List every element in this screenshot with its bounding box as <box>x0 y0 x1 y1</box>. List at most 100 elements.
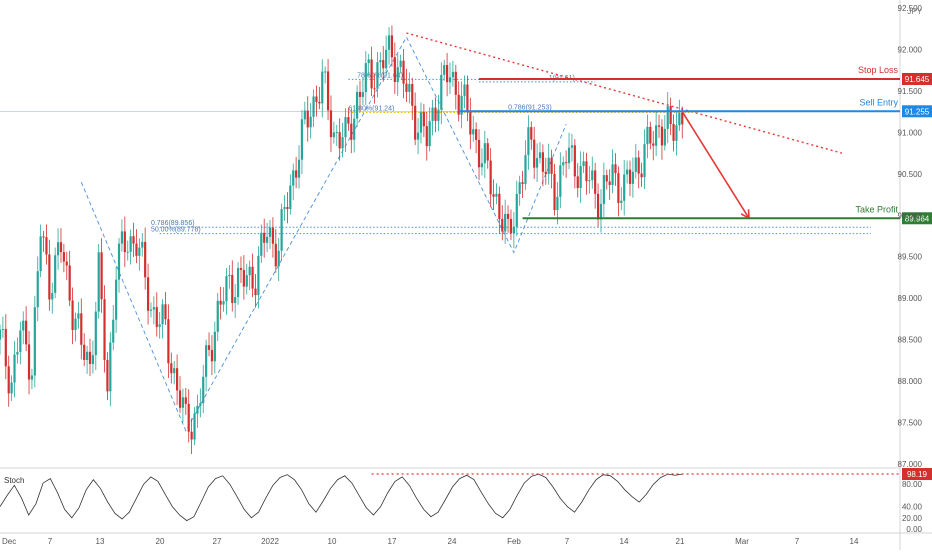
candle-body <box>146 277 150 311</box>
candle-body <box>608 181 611 185</box>
candle-body <box>103 299 106 361</box>
candle-body <box>277 250 280 267</box>
candle-body <box>62 252 65 262</box>
fib-annotation: 0.786(89.856) <box>151 220 195 227</box>
stoch-tick-label: 80.00 <box>902 480 923 489</box>
candle-body <box>675 125 678 141</box>
candle-body <box>210 349 214 362</box>
candle-body <box>74 318 77 330</box>
time-tick-label: 24 <box>448 537 457 546</box>
time-tick-label: 7 <box>565 537 570 546</box>
candle-body <box>483 143 486 164</box>
candle-body <box>141 241 144 248</box>
candle-body <box>335 132 338 134</box>
candle-body <box>550 157 553 174</box>
candle-body <box>518 182 521 194</box>
candle-body <box>390 35 394 58</box>
candle-body <box>414 105 417 140</box>
candle-body <box>123 231 126 253</box>
candle-body <box>556 196 559 211</box>
price-tick-label: 92.000 <box>898 46 923 55</box>
candle-body <box>396 67 399 83</box>
descending-trendline <box>406 32 843 154</box>
candle-body <box>506 213 510 219</box>
candle-body <box>199 403 202 406</box>
candle-body <box>196 405 199 414</box>
candle-body <box>178 390 182 408</box>
price-tick-label: 87.000 <box>898 460 923 469</box>
candle-body <box>286 207 289 210</box>
candle-body <box>341 137 344 149</box>
candle-body <box>553 173 556 211</box>
take-profit-price-tag <box>902 212 932 225</box>
candle-body <box>309 116 312 128</box>
price-tick-label: 90.500 <box>898 170 923 179</box>
candle-body <box>321 71 324 104</box>
candle-body <box>373 88 376 90</box>
candle-body <box>535 158 539 168</box>
candle-body <box>547 157 550 174</box>
candle-body <box>472 129 475 135</box>
candle-body <box>509 218 513 234</box>
candle-body <box>245 275 248 287</box>
time-tick-label: Dec <box>2 537 16 546</box>
candle-body <box>115 279 118 320</box>
stochastic-pane: Stoch 80.00 40.00 20.00 0.00 98.19 <box>0 468 932 534</box>
candle-body <box>498 193 501 219</box>
candle-body <box>213 331 216 362</box>
stoch-label: Stoch <box>4 476 24 485</box>
candle-body <box>100 252 103 300</box>
candle-body <box>106 360 109 392</box>
time-tick-label: 2022 <box>261 537 279 546</box>
candle-body <box>251 266 254 289</box>
candle-body <box>138 247 141 256</box>
candle-body <box>318 101 321 104</box>
candle-body <box>631 171 635 184</box>
candle-body <box>573 145 576 177</box>
candle-body <box>190 431 193 440</box>
candle-body <box>193 413 196 440</box>
candle-body <box>265 236 269 243</box>
candle-body <box>312 96 315 117</box>
candle-body <box>297 159 301 178</box>
stoch-line <box>0 473 683 522</box>
time-tick-label: 7 <box>795 537 800 546</box>
candle-body <box>570 145 574 148</box>
candle-body <box>669 106 672 124</box>
candle-body <box>19 330 22 352</box>
candle-body <box>611 164 614 185</box>
candle-body <box>202 376 205 404</box>
candle-body <box>0 329 2 340</box>
candle-body <box>16 351 19 355</box>
candle-body <box>672 123 675 141</box>
candle-body <box>59 242 63 253</box>
candle-body <box>657 125 661 127</box>
fib-annotation: 0.786(91.253) <box>508 104 552 111</box>
stoch-tick-label: 40.00 <box>902 503 923 512</box>
candle-body <box>594 170 597 194</box>
candle-body <box>280 209 283 251</box>
candle-body <box>422 112 425 127</box>
time-tick-label: 13 <box>96 537 105 546</box>
candle-body <box>4 328 7 367</box>
candle-body <box>649 126 652 144</box>
candle-body <box>292 170 295 186</box>
price-tick-label: 88.000 <box>898 377 923 386</box>
candle-body <box>489 160 492 195</box>
candle-body <box>254 288 257 296</box>
sell-entry-price-value: 91.255 <box>905 107 930 116</box>
candle-body <box>602 175 605 204</box>
candle-body <box>112 319 115 343</box>
candle-body <box>475 129 478 140</box>
candle-body <box>463 84 466 96</box>
candle-body <box>387 35 391 50</box>
candle-body <box>512 226 515 234</box>
candle-body <box>39 236 42 272</box>
stoch-tick-label: 20.00 <box>902 514 923 523</box>
candle-body <box>129 236 132 252</box>
candle-body <box>77 313 80 319</box>
candle-body <box>329 110 333 138</box>
candle-body <box>236 268 240 298</box>
stop-loss-price-value: 91.645 <box>905 75 930 84</box>
